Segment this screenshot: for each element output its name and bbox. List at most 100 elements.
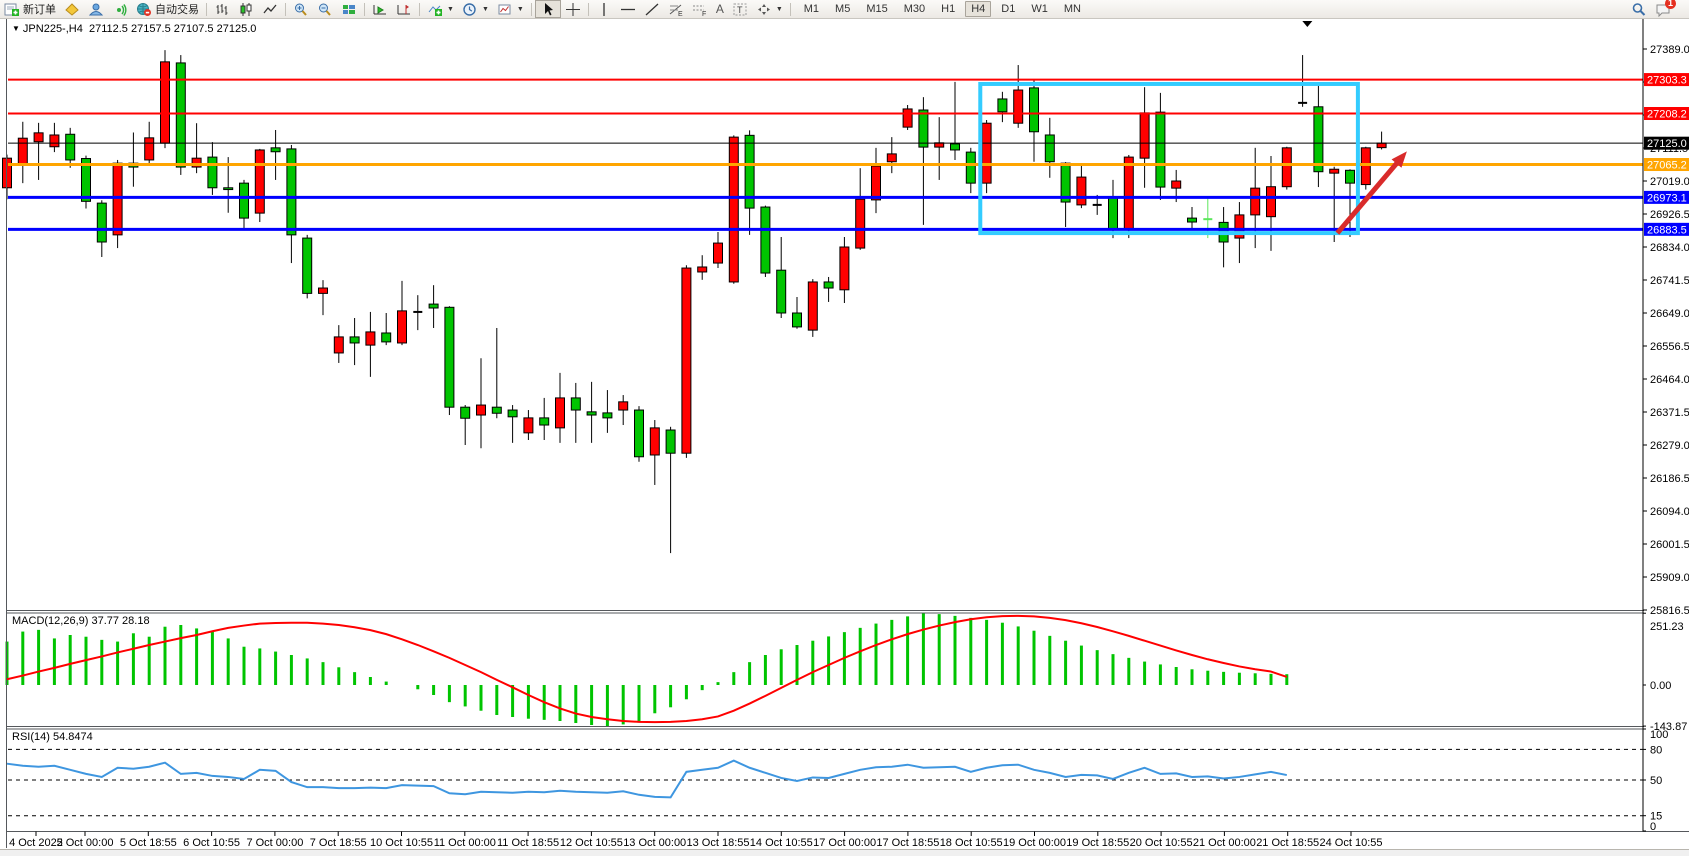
chart-shift-marker — [1302, 21, 1313, 27]
svg-text:26649.0: 26649.0 — [1650, 308, 1689, 320]
svg-text:26834.0: 26834.0 — [1650, 242, 1689, 254]
community-button[interactable] — [84, 1, 108, 17]
timeframe-w1[interactable]: W1 — [1031, 3, 1048, 15]
svg-text:27208.2: 27208.2 — [1647, 109, 1687, 121]
crosshair-button[interactable] — [561, 1, 585, 17]
candlestick-chart-icon — [238, 2, 254, 17]
chat-icon: 1 — [1655, 0, 1676, 17]
svg-text:19 Oct 00:00: 19 Oct 00:00 — [1003, 837, 1066, 849]
separator — [364, 2, 365, 16]
new-order-icon — [4, 2, 20, 17]
auto-trading-button[interactable]: 自动交易 — [132, 1, 203, 17]
zoom-out-button[interactable] — [313, 1, 337, 17]
tile-windows-icon — [341, 2, 357, 17]
svg-text:26926.5: 26926.5 — [1650, 209, 1689, 221]
separator — [587, 2, 589, 16]
timeframe-d1[interactable]: D1 — [1001, 3, 1016, 15]
indicators-button[interactable]: ▼ — [423, 1, 458, 17]
new-order-button[interactable]: 新订单 — [0, 1, 60, 17]
chart-shift-icon — [396, 2, 412, 17]
svg-text:27125.0: 27125.0 — [1647, 138, 1687, 150]
timeframe-h4[interactable]: H4 — [965, 1, 992, 17]
channels-button[interactable]: F — [688, 1, 712, 17]
svg-text:10 Oct 10:55: 10 Oct 10:55 — [370, 837, 433, 849]
cursor-button[interactable] — [534, 0, 561, 18]
cursor-icon — [540, 2, 556, 17]
vertical-line-button[interactable] — [592, 1, 616, 17]
chart-shift-button[interactable] — [392, 1, 416, 17]
svg-text:11 Oct 18:55: 11 Oct 18:55 — [497, 837, 559, 849]
svg-text:14 Oct 10:55: 14 Oct 10:55 — [750, 837, 813, 849]
horizontal-line-button[interactable] — [616, 1, 640, 17]
text-label-button[interactable]: T — [728, 1, 752, 17]
fibonacci-button[interactable]: E — [664, 1, 688, 17]
svg-text:24 Oct 10:55: 24 Oct 10:55 — [1320, 837, 1383, 849]
favorites-icon — [64, 2, 80, 17]
signals-icon — [112, 2, 128, 17]
separator — [285, 2, 286, 16]
svg-text:0: 0 — [1650, 821, 1656, 833]
separator — [206, 2, 207, 16]
new-order-label: 新订单 — [23, 4, 56, 16]
svg-text:18 Oct 10:55: 18 Oct 10:55 — [940, 837, 1003, 849]
templates-dropdown-caret: ▼ — [516, 5, 524, 13]
templates-button[interactable]: ▼ — [493, 1, 528, 17]
text-label-icon: T — [732, 2, 748, 17]
templates-icon — [497, 2, 513, 17]
svg-text:26001.5: 26001.5 — [1650, 539, 1689, 551]
timeframe-h1[interactable]: H1 — [941, 3, 956, 15]
arrows-dropdown-caret: ▼ — [775, 5, 783, 13]
signals-button[interactable] — [108, 1, 132, 17]
line-chart-button[interactable] — [258, 1, 282, 17]
search-button[interactable] — [1627, 1, 1651, 17]
svg-text:5 Oct 18:55: 5 Oct 18:55 — [120, 837, 177, 849]
timeframe-m30[interactable]: M30 — [903, 3, 926, 15]
bar-chart-button[interactable] — [210, 1, 234, 17]
tile-windows-button[interactable] — [337, 1, 361, 17]
arrows-icon — [756, 2, 772, 17]
svg-text:7 Oct 00:00: 7 Oct 00:00 — [246, 837, 303, 849]
svg-text:26464.0: 26464.0 — [1650, 374, 1689, 386]
chart-menu-arrow-icon[interactable]: ▼ — [12, 24, 20, 33]
chart-ohlc: 27112.5 27157.5 27107.5 27125.0 — [88, 23, 257, 35]
svg-text:26279.0: 26279.0 — [1650, 440, 1689, 452]
svg-text:80: 80 — [1650, 744, 1662, 756]
svg-text:27303.3: 27303.3 — [1647, 75, 1687, 87]
community-icon — [88, 2, 104, 17]
auto-trading-label: 自动交易 — [155, 4, 199, 16]
indicators-icon — [427, 2, 443, 17]
candlestick-chart-button[interactable] — [234, 1, 258, 17]
separator — [789, 2, 791, 16]
auto-scroll-button[interactable] — [368, 1, 392, 17]
svg-text:21 Oct 00:00: 21 Oct 00:00 — [1193, 837, 1256, 849]
svg-text:26371.5: 26371.5 — [1650, 407, 1689, 419]
favorites-button[interactable] — [60, 1, 84, 17]
svg-text:7 Oct 18:55: 7 Oct 18:55 — [310, 837, 367, 849]
channels-icon: F — [692, 2, 708, 17]
timeframe-m15[interactable]: M15 — [866, 3, 888, 15]
status-bar — [0, 849, 1689, 856]
svg-text:26741.5: 26741.5 — [1650, 275, 1689, 287]
trendline-icon — [644, 2, 660, 17]
timeframe-m5[interactable]: M5 — [835, 3, 851, 15]
svg-text:E: E — [678, 11, 683, 17]
svg-text:F: F — [702, 11, 706, 17]
toolbar: 新订单 自动交易 ▼ ▼ ▼ E F A T ▼ — [0, 0, 1689, 19]
periods-button[interactable]: ▼ — [458, 1, 493, 17]
separator — [530, 2, 532, 16]
svg-text:21 Oct 18:55: 21 Oct 18:55 — [1256, 837, 1319, 849]
svg-text:19 Oct 18:55: 19 Oct 18:55 — [1066, 837, 1129, 849]
text-button[interactable]: A — [712, 1, 728, 17]
separator — [419, 2, 420, 16]
timeframe-m1[interactable]: M1 — [803, 3, 820, 15]
arrows-button[interactable]: ▼ — [752, 1, 787, 17]
zoom-in-button[interactable] — [289, 1, 313, 17]
price-badge — [1644, 190, 1689, 204]
chat-button[interactable]: 1 — [1651, 0, 1676, 17]
trendline-button[interactable] — [640, 1, 664, 17]
svg-text:13 Oct 18:55: 13 Oct 18:55 — [687, 837, 750, 849]
text-icon: A — [715, 2, 724, 16]
timeframe-mn[interactable]: MN — [1063, 3, 1081, 15]
periods-dropdown-caret: ▼ — [481, 5, 489, 13]
